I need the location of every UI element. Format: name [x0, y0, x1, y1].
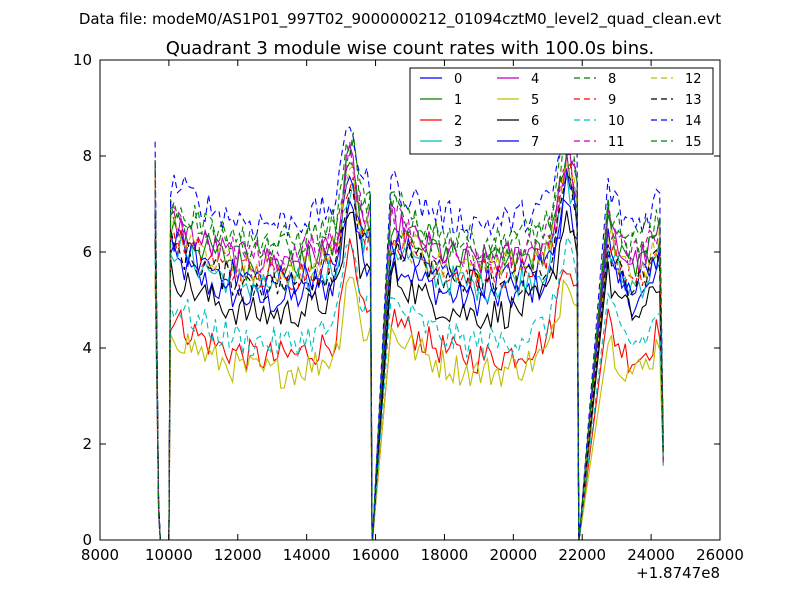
- legend-label-1: 1: [454, 93, 462, 108]
- legend-label-2: 2: [454, 114, 462, 129]
- series-line-5: [154, 272, 664, 541]
- chart-title: Quadrant 3 module wise count rates with …: [166, 38, 655, 59]
- x-offset-label: +1.8747e8: [636, 564, 720, 582]
- legend-label-3: 3: [454, 135, 462, 150]
- x-axis: 8000 10000 12000 14000 16000 18000 20000 22000 2…: [81, 60, 744, 564]
- y-tick-label: 8: [82, 147, 92, 165]
- y-tick-label: 0: [82, 531, 92, 549]
- legend-label-15: 15: [685, 135, 702, 150]
- axes-frame: [99, 59, 721, 541]
- y-tick-label: 2: [82, 435, 92, 453]
- legend-label-12: 12: [685, 72, 702, 87]
- legend-label-7: 7: [531, 135, 539, 150]
- legend-box: [409, 67, 714, 155]
- x-tick-label: 26000: [696, 546, 744, 564]
- series-line-2: [154, 238, 664, 541]
- x-tick-label: 10000: [145, 546, 193, 564]
- x-tick-label: 16000: [352, 546, 400, 564]
- legend-label-5: 5: [531, 93, 539, 108]
- figure-suptitle: Data file: modeM0/AS1P01_997T02_90000002…: [79, 10, 721, 29]
- legend-label-10: 10: [608, 114, 625, 129]
- legend-label-11: 11: [608, 135, 625, 150]
- y-tick-label: 4: [82, 339, 92, 357]
- series-line-8: [154, 140, 664, 541]
- y-tick-label: 10: [73, 51, 92, 69]
- legend-label-6: 6: [531, 114, 539, 129]
- legend-label-4: 4: [531, 72, 539, 87]
- x-tick-label: 22000: [558, 546, 606, 564]
- x-tick-label: 14000: [283, 546, 331, 564]
- y-tick-label: 6: [82, 243, 92, 261]
- plot-series-group: [154, 113, 664, 541]
- x-tick-label: 24000: [627, 546, 675, 564]
- legend-label-0: 0: [454, 72, 462, 87]
- legend-label-8: 8: [608, 72, 616, 87]
- series-line-13: [154, 174, 664, 541]
- series-line-6: [154, 210, 664, 541]
- x-tick-label: 20000: [489, 546, 537, 564]
- x-tick-label: 12000: [214, 546, 262, 564]
- x-tick-label: 18000: [421, 546, 469, 564]
- series-line-10: [154, 235, 664, 541]
- series-line-9: [154, 162, 664, 541]
- legend-label-9: 9: [608, 93, 616, 108]
- legend-label-14: 14: [685, 114, 702, 129]
- x-tick-label: 8000: [81, 546, 119, 564]
- legend-label-13: 13: [685, 93, 702, 108]
